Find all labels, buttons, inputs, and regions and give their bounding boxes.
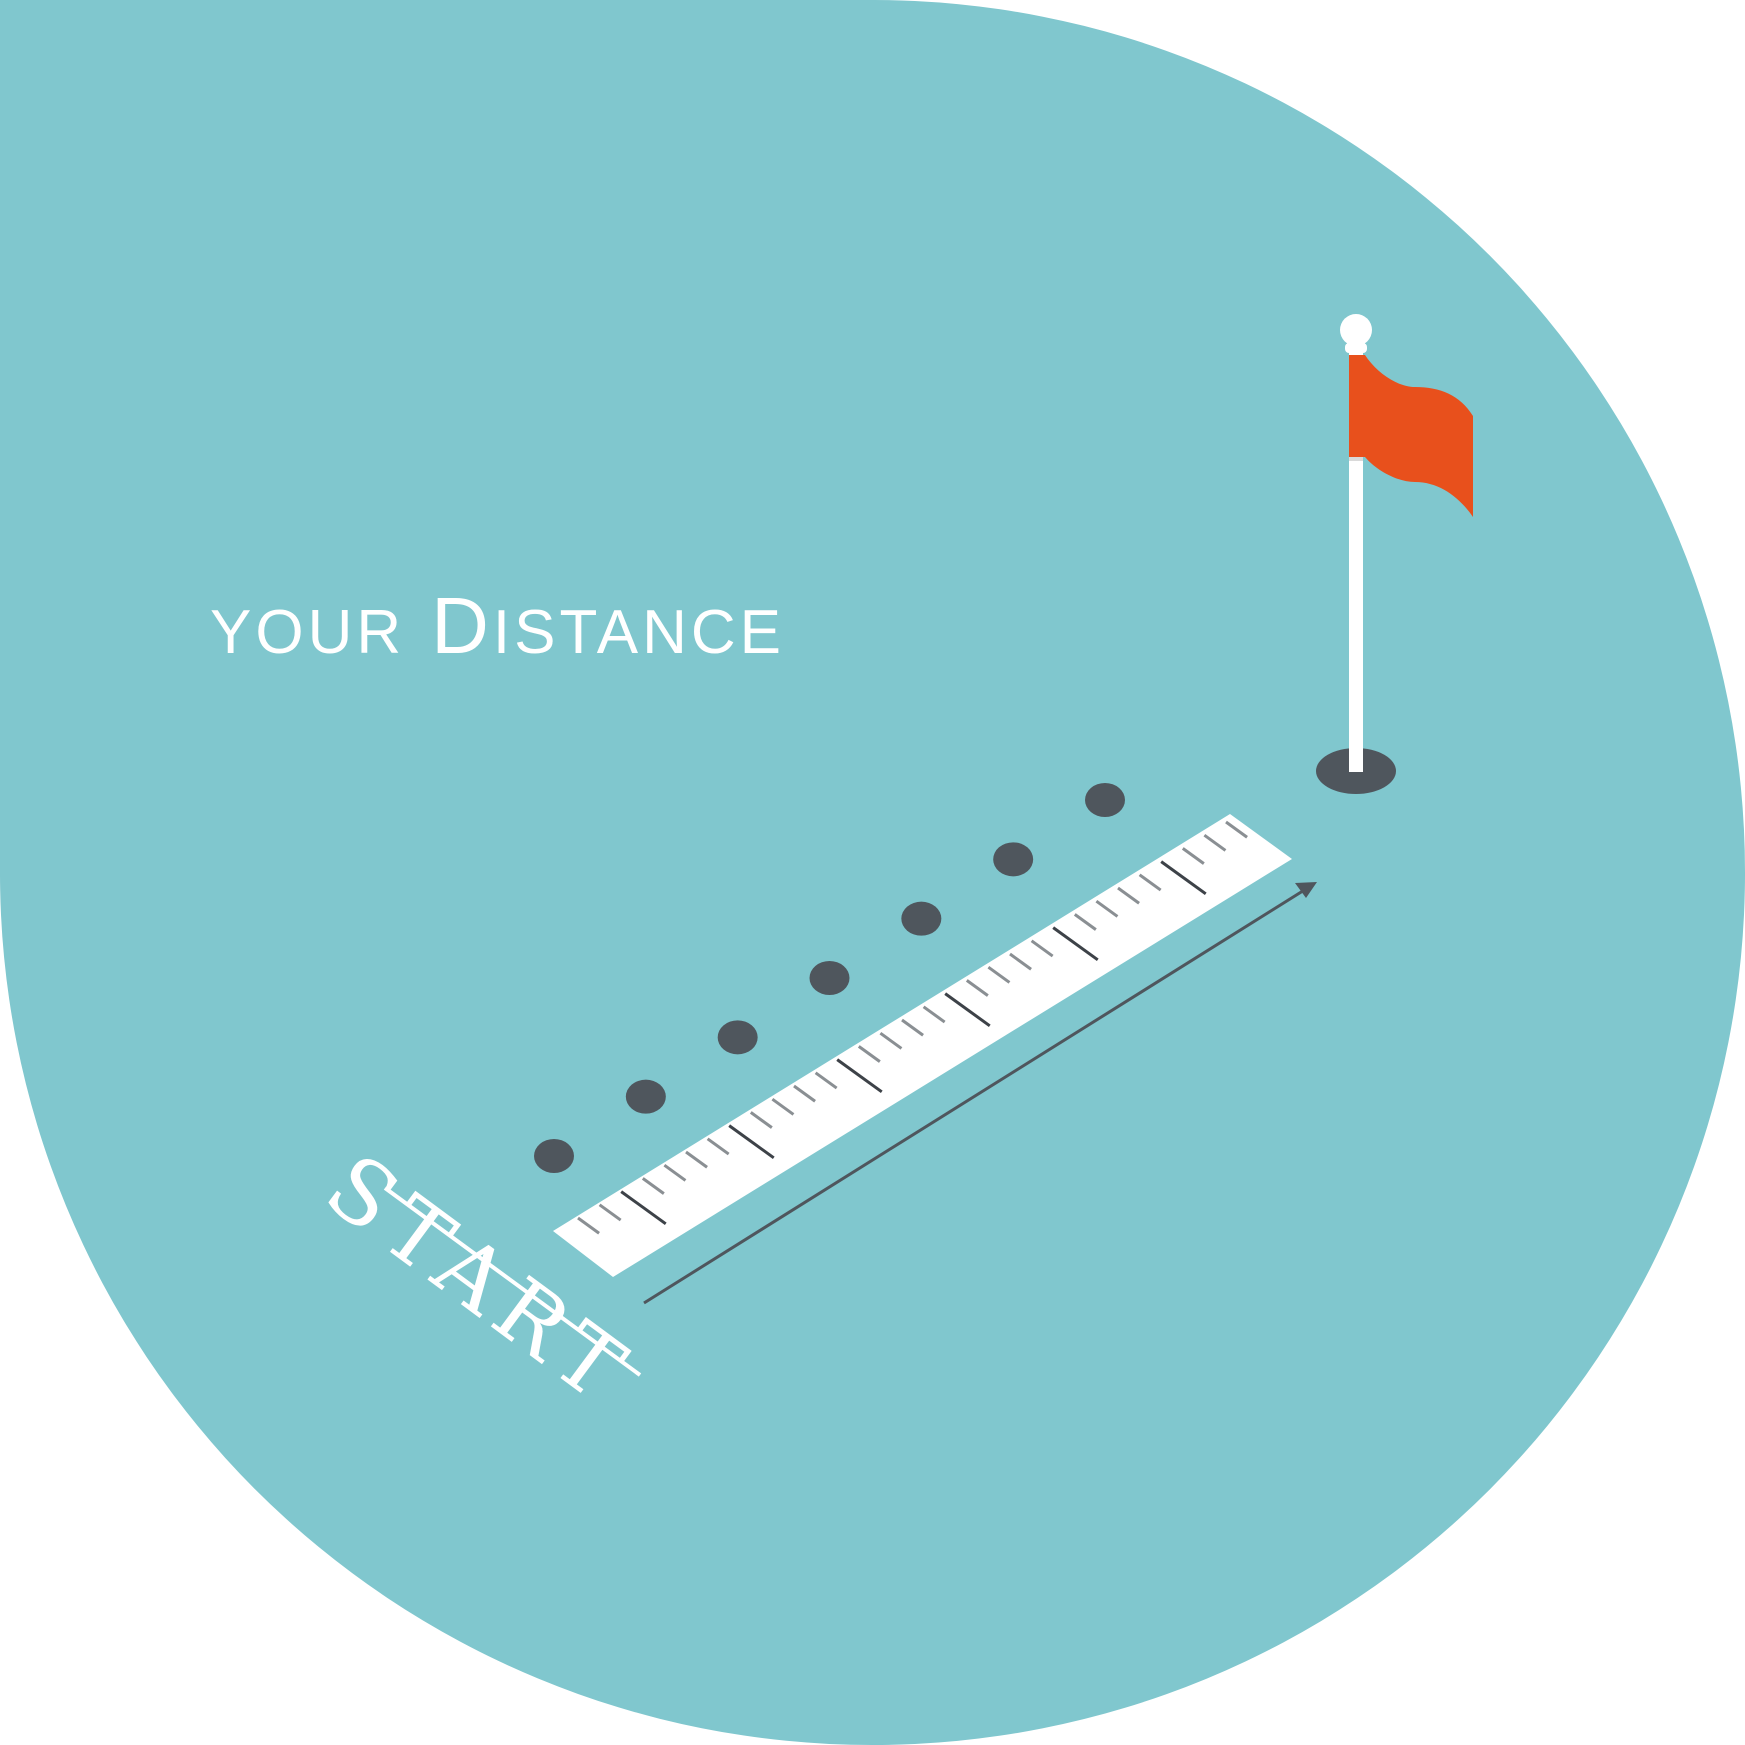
tape-tick-minor <box>901 1018 924 1037</box>
footstep-dot-icon <box>993 842 1034 877</box>
tape-tick-minor <box>987 965 1011 984</box>
flag-cloth <box>1349 355 1473 517</box>
headline-word-1-lead: Y <box>210 598 255 667</box>
tape-tick-minor <box>577 1216 600 1235</box>
tape-tick-major <box>620 1190 667 1226</box>
arrow-head <box>1295 882 1317 898</box>
measuring-tape-icon <box>553 814 1292 1277</box>
tape-tick-minor <box>685 1150 708 1169</box>
tape-tick-minor <box>1138 873 1162 892</box>
footstep-dot-icon <box>809 961 850 995</box>
footstep-dot-icon <box>901 901 942 936</box>
footstep-dot-icon <box>534 1139 574 1173</box>
tape-tick-major <box>944 992 991 1028</box>
headline-word-1-rest: OUR <box>255 598 405 667</box>
tape-tick-minor <box>1117 886 1140 905</box>
tape-tick-minor <box>857 1045 881 1063</box>
headline: YOUR DISTANCE <box>210 581 785 670</box>
golf-flag-icon <box>1316 314 1473 794</box>
tape-tick-minor <box>1203 833 1227 852</box>
tape-tick-minor <box>663 1163 687 1182</box>
tape-tick-minor <box>814 1071 838 1090</box>
tape-tick-minor <box>1009 952 1032 971</box>
tape-tick-minor <box>965 979 989 997</box>
tape-tick-minor <box>1181 847 1205 865</box>
footstep-dot-icon <box>625 1079 666 1114</box>
headline-word-2-lead: D <box>431 581 493 670</box>
tape-tick-minor <box>1225 820 1248 839</box>
tape-tick-minor <box>706 1137 730 1156</box>
start-line <box>383 1186 642 1377</box>
tape-tick-major <box>1052 926 1099 962</box>
flag-pole-collar <box>1345 343 1367 353</box>
tape-tick-minor <box>1030 939 1054 958</box>
footsteps <box>534 783 1125 1173</box>
tape-tick-minor <box>1095 899 1119 918</box>
tape-tick-minor <box>1073 913 1097 931</box>
tape-tick-minor <box>771 1097 795 1116</box>
arrow-shaft <box>643 887 1307 1305</box>
tape-tick-minor <box>879 1031 903 1050</box>
flag-pole-shadow <box>1349 457 1363 461</box>
tape-tick-major <box>836 1058 883 1094</box>
tape-tick-minor <box>922 1005 946 1024</box>
tape-tick-minor <box>598 1203 622 1222</box>
footstep-dot-icon <box>717 1020 758 1055</box>
tape-tick-major <box>1160 860 1207 896</box>
tape-tick-minor <box>793 1084 816 1103</box>
tape-tick-minor <box>641 1177 665 1195</box>
footstep-dot-icon <box>1085 783 1125 817</box>
headline-word-2-rest: ISTANCE <box>493 598 785 667</box>
flag-pole-ball <box>1340 314 1372 346</box>
tape-tick-major <box>728 1124 775 1160</box>
tape-body <box>553 814 1292 1277</box>
tape-ticks <box>577 820 1248 1235</box>
tape-tick-minor <box>749 1111 773 1129</box>
distance-arrow-icon <box>643 882 1317 1305</box>
